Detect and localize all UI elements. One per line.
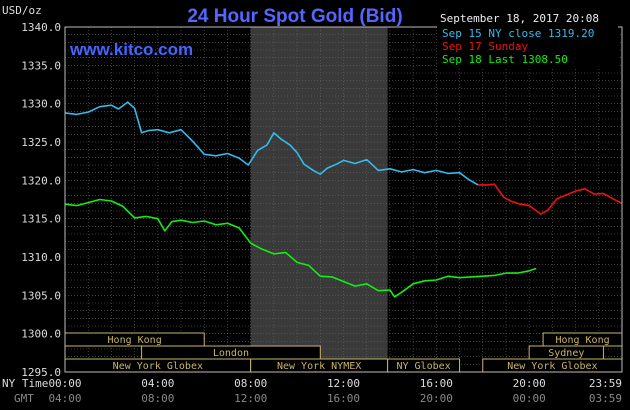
session-bar-label: Hong Kong	[108, 335, 162, 346]
session-bar: Sydney	[528, 345, 604, 360]
legend-entry-sep-18: Sep 18 Last 1308.50	[442, 53, 568, 66]
y-tick-label: 1305.0	[21, 289, 61, 302]
x-tick-label-ny: 20:00	[513, 377, 546, 390]
price-series	[64, 101, 623, 298]
y-tick-label: 1330.0	[21, 98, 61, 111]
gmt-label: GMT	[14, 392, 34, 405]
session-bar-label: New York NYMEX	[277, 361, 361, 372]
x-tick-label-ny: 16:00	[420, 377, 453, 390]
chart-title: 24 Hour Spot Gold (Bid)	[187, 6, 402, 27]
unit-label: USD/oz	[2, 4, 42, 17]
y-tick-label: 1320.0	[21, 174, 61, 187]
session-bar: New York Globex	[64, 358, 252, 373]
timestamp: September 18, 2017 20:08	[440, 12, 599, 25]
chart-grid	[65, 27, 622, 372]
session-bar-label: NY Globex	[396, 361, 450, 372]
y-tick-label: 1340.0	[21, 21, 61, 34]
x-tick-label-gmt: 00:00	[513, 392, 546, 405]
watermark: www.kitco.com	[69, 40, 193, 59]
session-bar: New York NYMEX	[250, 358, 389, 373]
nymex-session-shade	[250, 27, 388, 372]
legend-entry-sep-17: Sep 17 Sunday	[442, 40, 528, 53]
session-bar: Hong Kong	[542, 332, 623, 347]
legend: September 18, 2017 20:08 Sep 15 NY close…	[437, 12, 618, 68]
x-tick-label-ny: 04:00	[141, 377, 174, 390]
session-bar: NY Globex	[387, 358, 461, 373]
session-bar: New York Globex	[482, 358, 623, 373]
x-axis-tick-labels: 00:00 04:00 04:00 08:00 08:00 12:00 12:00 16:00…	[48, 377, 622, 405]
session-bar-label: Sydney	[548, 348, 584, 359]
ny-time-label: NY Time	[2, 377, 48, 390]
session-bar-label: New York Globex	[507, 361, 597, 372]
x-tick-label-ny: 00:00	[48, 377, 81, 390]
x-tick-label-gmt: 12:00	[234, 392, 267, 405]
y-tick-label: 1300.0	[21, 328, 61, 341]
session-bar-label: Hong Kong	[555, 335, 609, 346]
session-bar-label: New York Globex	[113, 361, 203, 372]
y-tick-label: 1325.0	[21, 136, 61, 149]
x-tick-label-gmt: 04:00	[48, 392, 81, 405]
x-tick-label-ny: 23:59	[589, 377, 622, 390]
x-tick-label-gmt: 20:00	[420, 392, 453, 405]
series-line-sep-18	[64, 198, 537, 298]
plot-frame	[64, 26, 623, 373]
legend-entry-sep-15: Sep 15 NY close 1319.20	[442, 27, 594, 40]
y-axis-tick-labels: 1340.0 1335.0 1330.0 1325.0 1320.0 1315.0 1310…	[21, 21, 61, 379]
legend-box	[437, 24, 618, 68]
x-tick-label-ny: 08:00	[234, 377, 267, 390]
y-tick-label: 1310.0	[21, 251, 61, 264]
series-line-sep-15	[64, 101, 479, 186]
y-tick-label: 1295.0	[21, 366, 61, 379]
x-tick-label-gmt: 03:59	[589, 392, 622, 405]
session-bar: London	[141, 345, 321, 360]
y-tick-label: 1315.0	[21, 213, 61, 226]
session-bar-label: London	[213, 348, 249, 359]
x-tick-label-gmt: 16:00	[327, 392, 360, 405]
y-tick-label: 1335.0	[21, 59, 61, 72]
session-bar: Hong Kong	[64, 332, 205, 347]
x-tick-label-ny: 12:00	[327, 377, 360, 390]
series-line-sep-17	[478, 183, 623, 215]
x-tick-label-gmt: 08:00	[141, 392, 174, 405]
